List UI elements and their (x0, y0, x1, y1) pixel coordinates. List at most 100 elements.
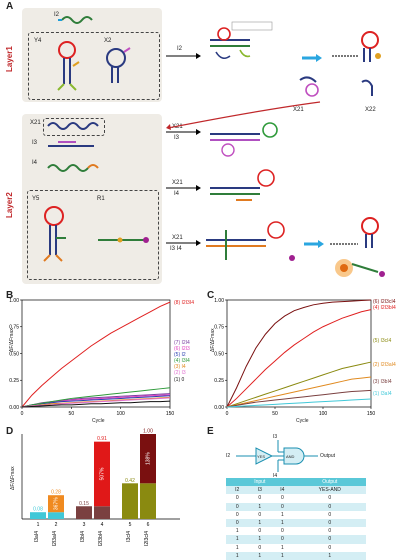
arrow2-top: X21 (172, 180, 183, 186)
bar-base-5 (140, 483, 156, 519)
layer2-product-2 (210, 169, 275, 201)
gate-i3-label: I3 (273, 434, 278, 440)
panel-label-a: A (6, 1, 14, 12)
table-cell: 0 (258, 544, 262, 551)
bar-category-2: I3bI4 (80, 531, 86, 542)
layer1-dashed (28, 32, 160, 100)
table-cell: 0 (328, 536, 332, 543)
panel-label-c: C (207, 290, 215, 301)
series-line-6 (21, 397, 171, 408)
x21-dashed (43, 118, 105, 136)
chart-b-ylabel: ΔF/ΔFmax (9, 328, 15, 352)
table-row: 0 1 1 0 (226, 518, 366, 528)
table-cell: 1 (235, 536, 239, 543)
arrow3-top: X21 (172, 235, 183, 241)
series-line-3 (21, 395, 171, 408)
table-cell: 0 (328, 544, 332, 551)
bar-category-5: I2I3cI4 (144, 531, 150, 546)
bar-value-label-4: 0.42 (125, 478, 135, 484)
x22-label: X22 (365, 107, 376, 113)
panel-a-schematic (43, 16, 385, 277)
bar-value-label-1: 0.28 (51, 490, 61, 496)
table-cell: 1 (235, 552, 239, 559)
table-cell: 0 (328, 495, 332, 502)
table-cell: 1 (328, 552, 332, 559)
group-header-input: Input (254, 479, 266, 486)
x-tick-label-2: 100 (319, 411, 328, 417)
bar-increase-label-1: 367% (54, 497, 60, 510)
group-header-output: Output (322, 479, 338, 486)
table-row: 0 1 0 0 (226, 502, 366, 511)
bar-value-label-3: 0.91 (97, 436, 107, 442)
table-row: 0 0 1 0 (226, 510, 366, 519)
gate-i4-label: I4 (273, 473, 278, 479)
legend-label-4: (4) I3I4 (174, 358, 190, 364)
x2-label: X2 (104, 38, 112, 44)
bar-category-0: I3aI4 (34, 531, 40, 542)
x21-strand-label: X21 (30, 120, 41, 126)
legend-label-0: (6) I2I3cI4 (373, 299, 396, 305)
table-cell: 0 (328, 503, 332, 510)
i2-label: I2 (54, 12, 60, 18)
table-cell: 0 (328, 520, 332, 527)
table-cell: 0 (258, 511, 262, 518)
legend-label-2: (5) I3cI4 (373, 338, 392, 344)
table-row: 1 1 0 0 (226, 535, 366, 544)
table-cell: 1 (280, 520, 284, 527)
y5-label: Y5 (32, 196, 40, 202)
y4-hairpin (57, 41, 80, 91)
x2-hairpin (106, 47, 131, 83)
i4-label: I4 (32, 160, 38, 166)
col-header-i2: I2 (235, 487, 240, 494)
gate-and-label: AND (286, 454, 295, 459)
table-cell: 0 (235, 503, 239, 510)
table-cell: 1 (258, 503, 262, 510)
gate-output-label: Output (320, 453, 336, 459)
legend-label-7: (1) 0 (174, 377, 185, 383)
bar-base-0 (30, 512, 46, 519)
bar-number-0: 1 (37, 522, 40, 528)
table-cell: 1 (258, 520, 262, 527)
layer1-cleaved (299, 31, 381, 97)
series-line-2 (226, 361, 372, 408)
bar-value-label-2: 0.15 (79, 501, 89, 507)
bar-number-4: 5 (129, 522, 132, 528)
series-line-3 (226, 376, 372, 408)
legend-label-0: (8) I2I3I4 (174, 300, 194, 306)
legend-label-6: (2) I3 (174, 370, 186, 376)
x21-strand (47, 122, 99, 130)
y-tick-label-0: 0.00 (9, 405, 19, 411)
table-cell: 0 (235, 495, 239, 502)
i4-strand (47, 164, 89, 172)
x-tick-label-1: 50 (272, 411, 278, 417)
y4-label: Y4 (34, 38, 42, 44)
table-cell: 0 (280, 495, 284, 502)
table-cell: 0 (235, 511, 239, 518)
table-row: 0 0 0 0 (226, 494, 366, 503)
bar-value-label-0: 0.08 (33, 507, 43, 513)
gate-yes-label: YES (257, 454, 266, 459)
table-cell: 0 (328, 511, 332, 518)
chart-b: 0 50 100 150 0.00 0.25 0.50 0.75 1.00 (8) I2I3I4 (… (9, 298, 194, 417)
table-cell: 1 (235, 544, 239, 551)
table-cell: 0 (280, 536, 284, 543)
x-tick-label-3: 150 (367, 411, 376, 417)
y-tick-label-1: 0.25 (9, 378, 19, 384)
bar-increase-label-5: 138% (146, 452, 152, 465)
bar-category-1: I2I3aI4 (52, 531, 58, 547)
chart-c-ylabel: ΔF/ΔFmax (210, 328, 216, 352)
bar-number-1: 2 (55, 522, 58, 528)
x-tick-label-0: 0 (226, 411, 229, 417)
yes-gate (255, 447, 274, 465)
logic-gate-diagram (236, 440, 318, 472)
table-cell: 0 (280, 503, 284, 510)
bar-base-3 (94, 506, 110, 519)
bar-category-3: I2I3bI4 (98, 531, 104, 547)
layer2-box (22, 114, 162, 284)
arrow1-top: X21 (172, 124, 183, 130)
table-cell: 0 (258, 528, 262, 535)
series-line-4 (226, 389, 372, 408)
y-tick-label-0: 0.00 (214, 405, 224, 411)
arrow3-bot: I3 I4 (170, 246, 182, 252)
